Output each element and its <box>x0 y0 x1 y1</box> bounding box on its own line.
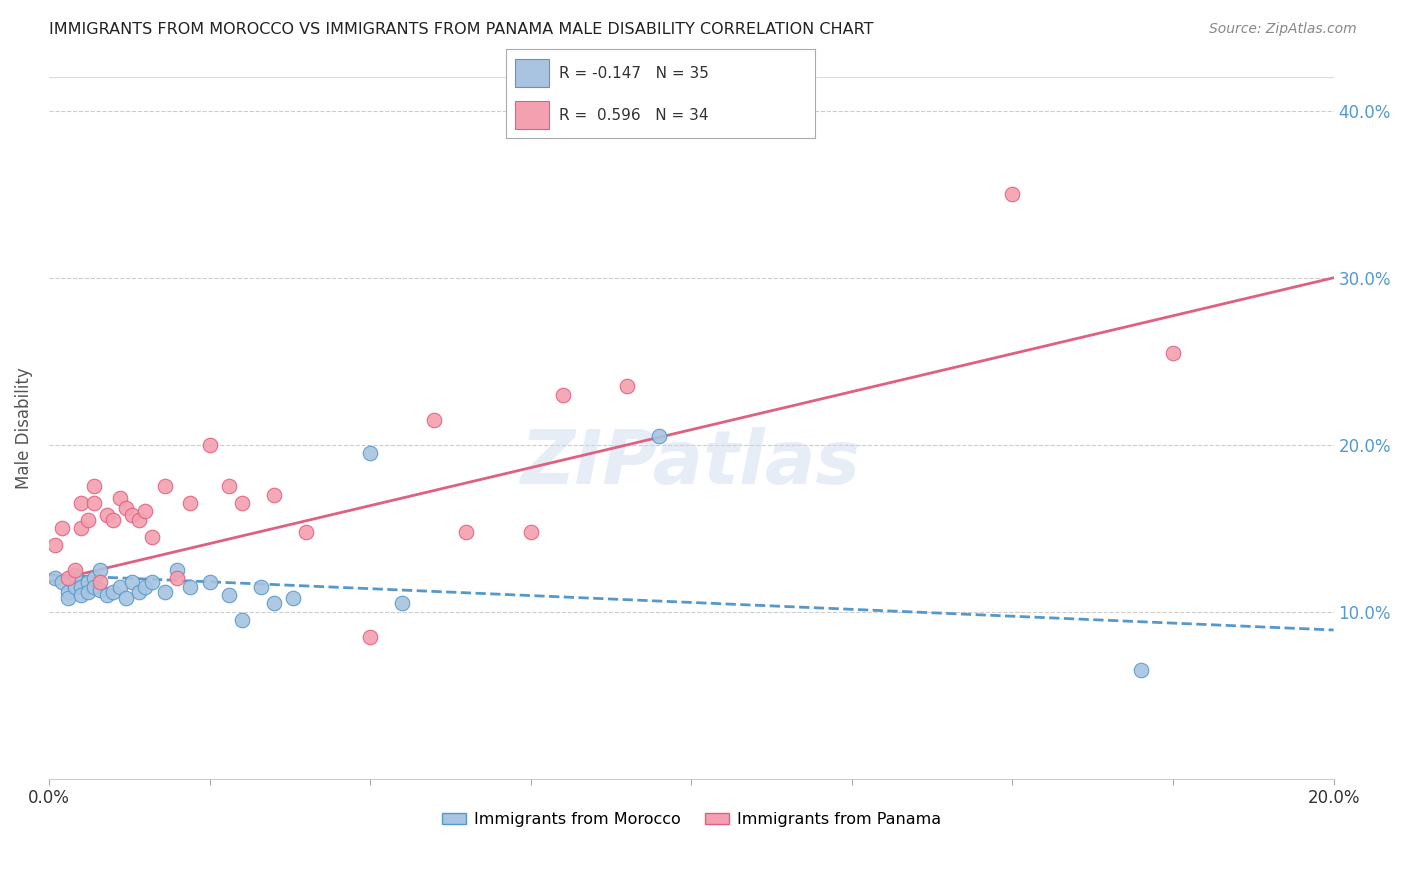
Point <box>153 479 176 493</box>
Point <box>179 496 201 510</box>
Point <box>198 438 221 452</box>
Point <box>96 588 118 602</box>
Text: IMMIGRANTS FROM MOROCCO VS IMMIGRANTS FROM PANAMA MALE DISABILITY CORRELATION CH: IMMIGRANTS FROM MOROCCO VS IMMIGRANTS FR… <box>49 22 873 37</box>
Point <box>58 571 80 585</box>
Point <box>648 429 671 443</box>
Point <box>359 446 381 460</box>
Point <box>134 504 156 518</box>
Point <box>70 588 93 602</box>
Point <box>616 379 638 393</box>
Point <box>51 521 73 535</box>
Point <box>58 591 80 606</box>
Legend: Immigrants from Morocco, Immigrants from Panama: Immigrants from Morocco, Immigrants from… <box>436 805 948 834</box>
Point <box>108 491 131 505</box>
Y-axis label: Male Disability: Male Disability <box>15 368 32 489</box>
Point <box>231 613 253 627</box>
Point <box>391 596 413 610</box>
Point <box>103 513 125 527</box>
Point <box>166 563 188 577</box>
Point <box>83 571 105 585</box>
Point <box>153 584 176 599</box>
Point <box>115 591 138 606</box>
Point <box>1129 663 1152 677</box>
Point <box>231 496 253 510</box>
Point <box>96 508 118 522</box>
Point <box>1001 187 1024 202</box>
Point <box>359 630 381 644</box>
Point <box>1161 346 1184 360</box>
Point <box>70 580 93 594</box>
Point <box>166 571 188 585</box>
Point <box>423 412 446 426</box>
Point <box>134 580 156 594</box>
Point <box>141 574 163 589</box>
Point <box>551 387 574 401</box>
Point <box>218 588 240 602</box>
Point <box>295 524 318 539</box>
Point <box>263 596 285 610</box>
Point <box>76 574 98 589</box>
Point <box>89 574 111 589</box>
Point <box>115 501 138 516</box>
Point <box>63 568 86 582</box>
Point <box>121 574 143 589</box>
Point <box>179 580 201 594</box>
Point <box>58 584 80 599</box>
Point <box>103 584 125 599</box>
Point <box>89 582 111 597</box>
Point <box>128 584 150 599</box>
Point <box>519 524 541 539</box>
Point <box>456 524 478 539</box>
Text: R =  0.596   N = 34: R = 0.596 N = 34 <box>558 108 709 122</box>
Point <box>250 580 273 594</box>
Point <box>89 563 111 577</box>
Point <box>83 496 105 510</box>
Point <box>70 496 93 510</box>
Point <box>76 513 98 527</box>
FancyBboxPatch shape <box>516 101 550 129</box>
Point <box>63 580 86 594</box>
Point <box>44 571 66 585</box>
Point <box>44 538 66 552</box>
Point <box>51 574 73 589</box>
Point <box>108 580 131 594</box>
Point <box>76 584 98 599</box>
Point <box>263 488 285 502</box>
Point <box>128 513 150 527</box>
Point <box>83 580 105 594</box>
Point <box>83 479 105 493</box>
Point <box>121 508 143 522</box>
Point <box>63 563 86 577</box>
Point <box>198 574 221 589</box>
Point <box>281 591 304 606</box>
FancyBboxPatch shape <box>516 59 550 87</box>
Point <box>141 529 163 543</box>
Point <box>70 521 93 535</box>
Text: R = -0.147   N = 35: R = -0.147 N = 35 <box>558 66 709 80</box>
Point <box>218 479 240 493</box>
Text: ZIPatlas: ZIPatlas <box>522 426 862 500</box>
Text: Source: ZipAtlas.com: Source: ZipAtlas.com <box>1209 22 1357 37</box>
